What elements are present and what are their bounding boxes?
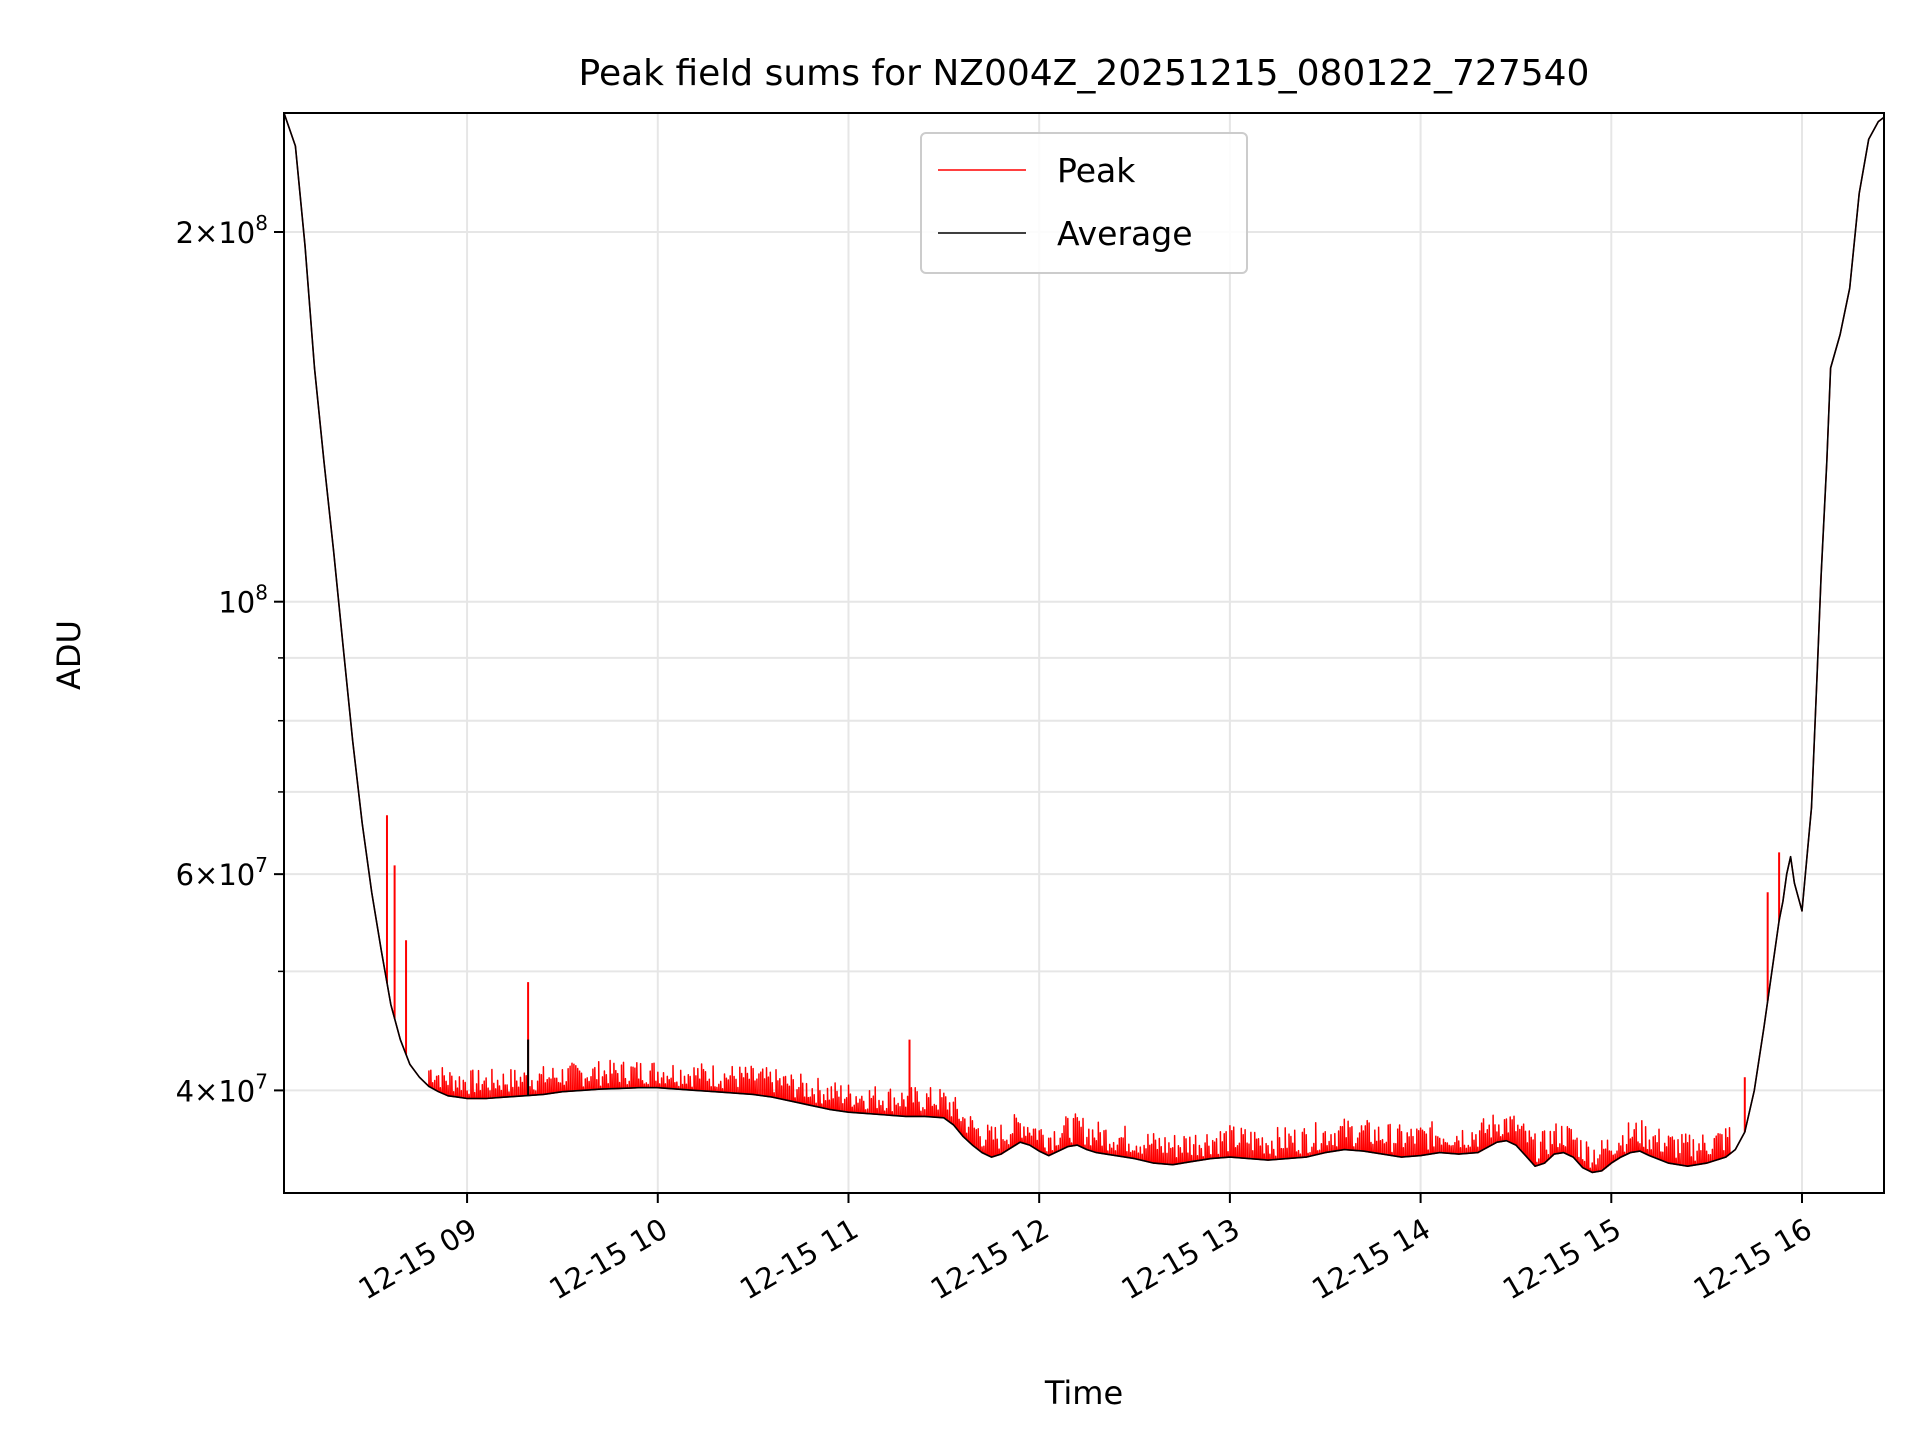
x-axis-label: Time	[1044, 1374, 1123, 1412]
chart-title: Peak field sums for NZ004Z_20251215_0801…	[579, 53, 1590, 94]
y-axis-label: ADU	[50, 620, 88, 690]
y-axis: 4×107 6×107 108 2×108	[176, 211, 284, 1108]
legend-label-average: Average	[1057, 214, 1193, 253]
y-tick-label: 4×107	[176, 1069, 268, 1108]
y-tick-label: 108	[218, 581, 268, 620]
series-line-average	[284, 113, 1884, 1174]
plot-frame	[283, 112, 1885, 1194]
y-tick-label: 2×108	[176, 211, 268, 250]
legend-box	[920, 132, 1248, 274]
series-layer	[284, 113, 1884, 1174]
y-tick-label: 6×107	[176, 853, 268, 892]
legend: Peak Average	[920, 132, 1248, 274]
legend-label-peak: Peak	[1057, 151, 1136, 190]
